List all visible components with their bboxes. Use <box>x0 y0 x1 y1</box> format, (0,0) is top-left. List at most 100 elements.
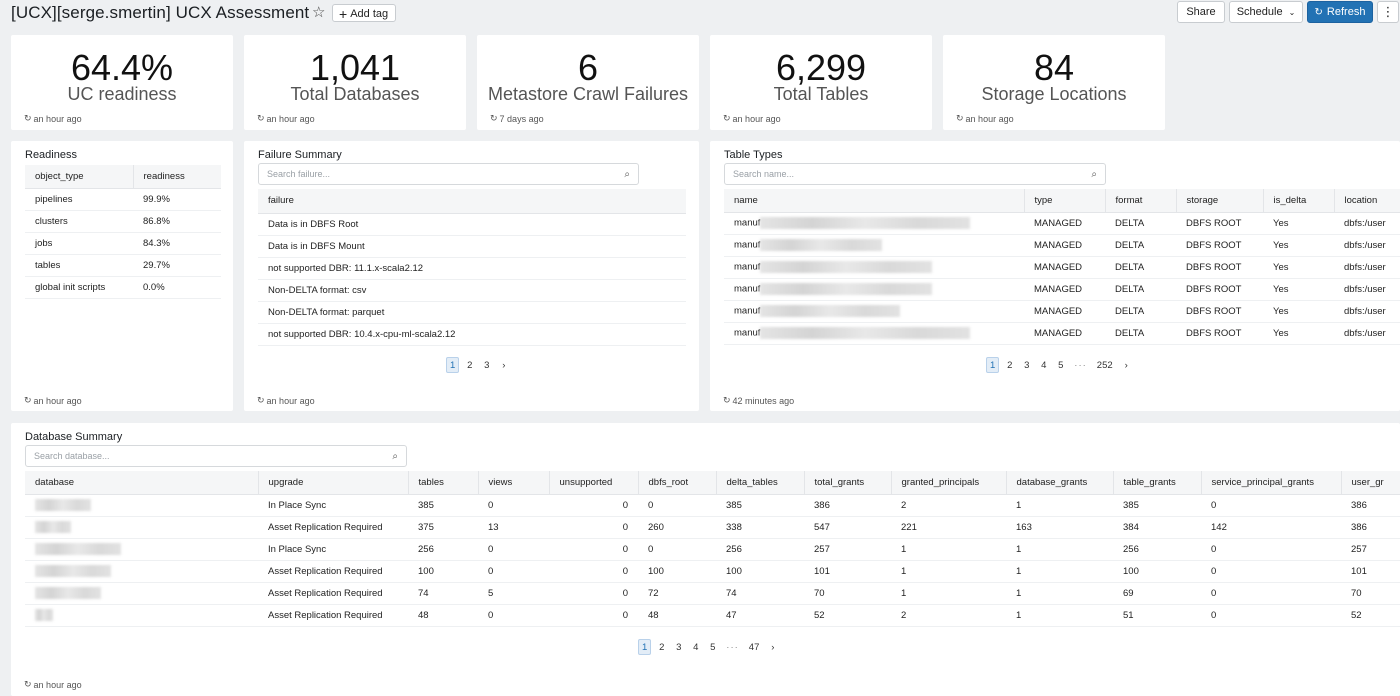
next-page-icon[interactable]: › <box>502 359 506 371</box>
column-header-object-type[interactable]: object_type <box>25 165 133 189</box>
table-row: Non-DELTA format: parquet <box>258 301 686 324</box>
database-search-input[interactable]: Search database... ⌕ <box>25 445 407 467</box>
cell: 0 <box>549 538 638 561</box>
last-updated-text: an hour ago <box>266 113 315 124</box>
column-header-delta-tables[interactable]: delta_tables <box>715 471 804 495</box>
refresh-button[interactable]: ↻ Refresh <box>1307 1 1373 23</box>
cell: 0 <box>1201 582 1341 605</box>
column-header-views[interactable]: views <box>477 471 549 495</box>
page-button[interactable]: 1 <box>638 639 652 655</box>
table-row: not supported DBR: 11.1.x-scala2.12 <box>258 257 686 280</box>
cell: Asset Replication Required <box>258 604 408 627</box>
page-button[interactable]: 1 <box>986 357 1000 373</box>
cell <box>25 494 258 517</box>
page-button[interactable]: 1 <box>446 357 460 373</box>
cell: 0 <box>478 538 549 561</box>
column-header-service-principal-grants[interactable]: service_principal_grants <box>1200 471 1341 495</box>
more-options-icon[interactable]: ⋮ <box>1377 1 1399 23</box>
redacted-text <box>760 283 933 295</box>
cell: 163 <box>1006 516 1113 539</box>
cell: 13 <box>478 516 549 539</box>
table-row: Asset Replication Required 74 5 0 72 74 70 1 1 69… <box>25 582 1400 605</box>
search-icon: ⌕ <box>1091 168 1097 180</box>
column-header-name[interactable]: name <box>724 189 1024 213</box>
page-button[interactable]: 4 <box>1041 359 1047 371</box>
page-button[interactable]: 2 <box>659 641 665 653</box>
last-updated: ↻ an hour ago <box>257 113 315 124</box>
cell: 0 <box>1201 494 1341 517</box>
refresh-icon: ↻ <box>1314 6 1323 18</box>
column-header-total-grants[interactable]: total_grants <box>803 471 891 495</box>
table-name-search-input[interactable]: Search name... ⌕ <box>724 163 1106 185</box>
page-button[interactable]: 5 <box>1058 359 1064 371</box>
page-button[interactable]: 3 <box>484 359 490 371</box>
add-tag-button[interactable]: + Add tag <box>332 4 397 22</box>
refresh-icon: ↻ <box>24 395 32 405</box>
page-button[interactable]: 3 <box>676 641 682 653</box>
last-updated-text: an hour ago <box>33 395 82 406</box>
page-button[interactable]: 47 <box>748 641 760 653</box>
cell: DELTA <box>1105 300 1176 323</box>
column-header-upgrade[interactable]: upgrade <box>257 471 408 495</box>
page-button[interactable]: 4 <box>693 641 699 653</box>
refresh-icon: ↻ <box>956 113 964 123</box>
table-row: global init scripts 0.0% <box>25 276 221 299</box>
column-header-granted-principals[interactable]: granted_principals <box>890 471 1006 495</box>
cell: 386 <box>1341 516 1400 539</box>
column-header-format[interactable]: format <box>1104 189 1176 213</box>
cell: 69 <box>1113 582 1201 605</box>
cell: 74 <box>716 582 804 605</box>
next-page-icon[interactable]: › <box>1124 359 1128 371</box>
counter-value: 6,299 <box>775 47 867 88</box>
column-header-location[interactable]: location <box>1333 189 1400 213</box>
last-updated: ↻ 7 days ago <box>490 113 544 124</box>
next-page-icon[interactable]: › <box>771 641 775 653</box>
cell: DELTA <box>1105 212 1176 235</box>
redacted-text <box>760 217 971 229</box>
panel-title: Failure Summary <box>258 149 342 161</box>
cell: Asset Replication Required <box>258 560 408 583</box>
cell: 74 <box>408 582 478 605</box>
cell: 0 <box>549 494 638 517</box>
cell: global init scripts <box>25 276 133 299</box>
column-header-is-delta[interactable]: is_delta <box>1262 189 1334 213</box>
share-button[interactable]: Share <box>1177 1 1225 23</box>
page-button[interactable]: 3 <box>1024 359 1030 371</box>
cell: DELTA <box>1105 322 1176 345</box>
favorite-star-icon[interactable]: ☆ <box>312 4 326 21</box>
dashboard-title: [UCX][serge.smertin] UCX Assessment <box>11 3 310 22</box>
column-header-dbfs-root[interactable]: dbfs_root <box>637 471 716 495</box>
page-button[interactable]: 252 <box>1096 359 1113 371</box>
column-header-unsupported[interactable]: unsupported <box>548 471 638 495</box>
panel-title: Database Summary <box>25 431 123 443</box>
last-updated: ↻ an hour ago <box>24 679 82 690</box>
cell: 385 <box>1113 494 1201 517</box>
cell: 385 <box>408 494 478 517</box>
page-button[interactable]: 2 <box>467 359 473 371</box>
failure-search-input[interactable]: Search failure... ⌕ <box>258 163 639 185</box>
column-header-user-grants[interactable]: user_gr <box>1340 471 1400 495</box>
cell: manuf <box>724 234 1024 257</box>
column-header-database-grants[interactable]: database_grants <box>1005 471 1113 495</box>
cell: 84.3% <box>133 232 221 255</box>
cell: jobs <box>25 232 133 255</box>
column-header-type[interactable]: type <box>1023 189 1105 213</box>
page-button[interactable]: 5 <box>710 641 716 653</box>
table-row: Data is in DBFS Root <box>258 213 686 236</box>
table-name-text: manuf <box>734 217 761 229</box>
column-header-database[interactable]: database <box>25 471 258 495</box>
page-button[interactable]: 2 <box>1007 359 1013 371</box>
column-header-storage[interactable]: storage <box>1175 189 1263 213</box>
cell: MANAGED <box>1024 322 1105 345</box>
redacted-text <box>35 499 91 511</box>
column-header-readiness[interactable]: readiness <box>132 165 221 189</box>
column-header-failure[interactable]: failure <box>258 189 686 214</box>
column-header-table-grants[interactable]: table_grants <box>1112 471 1201 495</box>
cell: 256 <box>408 538 478 561</box>
schedule-button[interactable]: Schedule ⌄ <box>1229 1 1303 23</box>
column-header-tables[interactable]: tables <box>407 471 478 495</box>
last-updated-text: an hour ago <box>266 395 315 406</box>
refresh-icon: ↻ <box>257 113 265 123</box>
cell: pipelines <box>25 188 133 211</box>
table-row: jobs 84.3% <box>25 232 221 255</box>
